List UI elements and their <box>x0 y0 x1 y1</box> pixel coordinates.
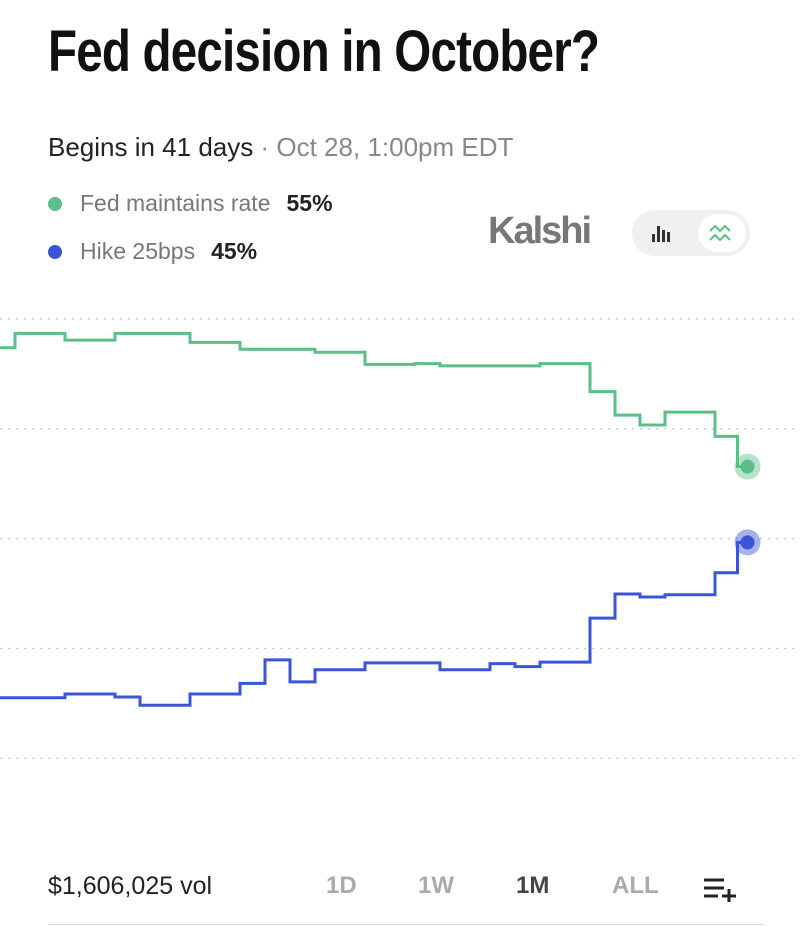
range-button[interactable]: ALL <box>612 872 659 899</box>
date: Oct 28, 1:00pm EDT <box>276 132 514 162</box>
divider <box>48 924 765 925</box>
title: Fed decision in October? <box>48 19 600 84</box>
line-icon[interactable] <box>709 224 731 242</box>
subtitle: Begins in 41 days · Oct 28, 1:00pm EDT <box>48 132 513 163</box>
legend-item: Fed maintains rate 55% <box>48 190 333 217</box>
legend-chance: 55% <box>286 190 333 216</box>
range-button[interactable]: 1D <box>326 872 357 899</box>
brand: Kalshi <box>488 210 592 252</box>
add-icon[interactable] <box>704 876 740 902</box>
legend-label: Hike 25bps <box>80 238 196 264</box>
legend-label: Fed maintains rate <box>80 190 271 216</box>
toggle-icons <box>652 214 746 252</box>
series-line <box>0 331 748 469</box>
volume: $1,606,025 vol <box>48 872 213 900</box>
range-button[interactable]: 1M <box>516 872 550 899</box>
legend-dot <box>48 196 62 211</box>
toggle-selected <box>698 214 746 252</box>
separator: · <box>260 132 270 162</box>
bar-icon[interactable] <box>652 226 670 242</box>
chart-toggle[interactable] <box>632 210 750 256</box>
legend-item: Hike 25bps 45% <box>48 238 257 265</box>
series-line <box>0 540 748 707</box>
legend-dot <box>48 244 62 259</box>
end-dot <box>740 535 755 550</box>
legend-chance: 45% <box>211 238 258 264</box>
begins: Begins in 41 days <box>48 132 254 162</box>
range-button[interactable]: 1W <box>418 872 454 899</box>
end-dot <box>740 459 755 474</box>
